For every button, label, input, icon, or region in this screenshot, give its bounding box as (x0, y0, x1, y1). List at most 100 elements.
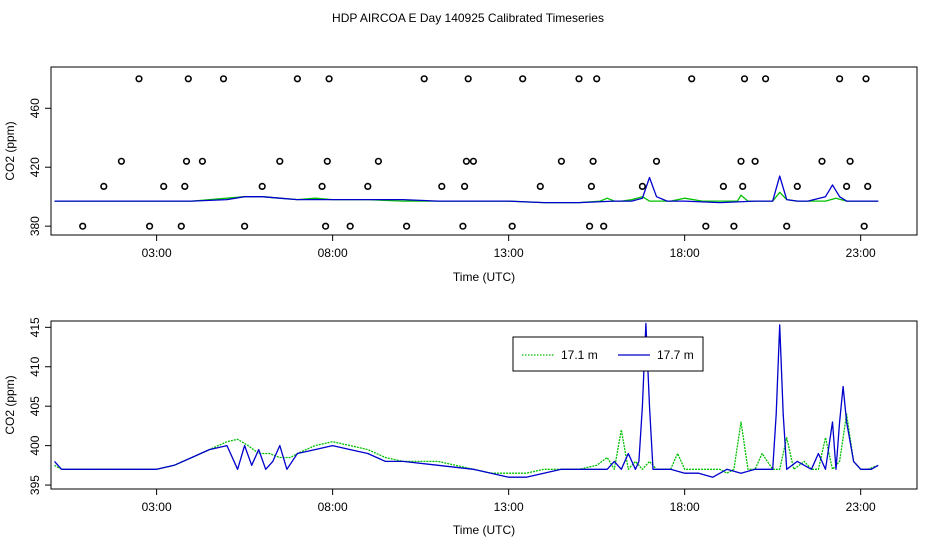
top-marker-point (737, 157, 745, 165)
top-x-tick-label: 23:00 (846, 246, 876, 260)
top-marker-point (258, 182, 266, 190)
top-marker-point (862, 75, 870, 83)
top-marker-point (739, 182, 747, 190)
top-marker-point (536, 182, 544, 190)
top-x-axis-label: Time (UTC) (453, 270, 515, 284)
top-marker-point (587, 182, 596, 190)
bottom-x-tick-label: 23:00 (846, 500, 876, 514)
top-marker-point (761, 75, 770, 83)
chart-title: HDP AIRCOA E Day 140925 Calibrated Times… (332, 11, 604, 25)
top-marker-point (783, 222, 791, 230)
top-marker-point (730, 222, 738, 230)
top-marker-point (403, 222, 411, 230)
top-marker-point (638, 182, 647, 190)
top-y-tick-label: 420 (28, 157, 42, 177)
top-marker-point (160, 182, 168, 190)
legend-box (512, 336, 704, 372)
bottom-x-tick-label: 03:00 (142, 500, 172, 514)
top-panel: 03:00 08:00 13:00 18:00 23:00 380 420 460 Time… (3, 66, 918, 284)
top-marker-point (793, 182, 801, 190)
bottom-y-ticks: 395 400 405 410 415 (28, 317, 51, 495)
bottom-series-line-green (54, 413, 879, 474)
top-marker-point (719, 182, 728, 190)
bottom-plot-frame (50, 320, 918, 490)
top-marker-point (519, 75, 527, 83)
top-x-ticks: 03:00 08:00 13:00 18:00 23:00 (142, 235, 876, 260)
top-marker-point (346, 222, 354, 230)
top-marker-point (593, 75, 601, 83)
bottom-panel: 03:00 08:00 13:00 18:00 23:00 395 400 405 410 41… (3, 317, 918, 537)
bottom-x-tick-label: 13:00 (494, 500, 524, 514)
bottom-x-tick-label: 18:00 (670, 500, 700, 514)
top-markers (79, 75, 872, 230)
top-marker-point (117, 157, 125, 165)
top-marker-point (557, 157, 566, 165)
top-marker-point (322, 222, 330, 230)
top-y-ticks: 380 420 460 (28, 98, 51, 236)
top-marker-point (461, 182, 469, 190)
top-series (54, 175, 879, 204)
top-marker-point (702, 222, 710, 230)
top-series-line-blue (54, 175, 879, 204)
top-marker-point (177, 222, 185, 230)
top-marker-point (464, 75, 472, 83)
bottom-y-tick-label: 410 (28, 356, 42, 376)
legend-label-17-1m: 17.1 m (561, 348, 598, 362)
bottom-series-line-blue (54, 322, 879, 478)
top-x-tick-label: 18:00 (670, 246, 700, 260)
top-marker-point (589, 157, 597, 165)
bottom-y-axis-label: CO2 (ppm) (3, 375, 17, 434)
bottom-y-tick-label: 415 (28, 317, 42, 337)
top-marker-point (420, 75, 428, 83)
top-marker-point (864, 182, 872, 190)
top-marker-point (469, 157, 478, 165)
top-x-tick-label: 03:00 (142, 246, 172, 260)
bottom-series (54, 322, 879, 478)
bottom-y-tick-label: 395 (28, 475, 42, 495)
top-marker-point (364, 182, 372, 190)
top-x-tick-label: 08:00 (318, 246, 348, 260)
top-marker-point (652, 157, 661, 165)
bottom-x-tick-label: 08:00 (318, 500, 348, 514)
top-y-tick-label: 460 (28, 98, 42, 118)
top-marker-point (846, 157, 854, 165)
legend-label-17-7m: 17.7 m (657, 348, 694, 362)
top-marker-point (276, 157, 284, 165)
top-marker-point (508, 222, 516, 230)
top-marker-point (600, 222, 608, 230)
top-marker-point (318, 182, 326, 190)
top-marker-point (740, 75, 749, 83)
top-marker-point (181, 182, 189, 190)
bottom-y-tick-label: 400 (28, 435, 42, 455)
top-marker-point (818, 157, 826, 165)
top-marker-point (100, 182, 108, 190)
top-marker-point (842, 182, 851, 190)
top-marker-point (438, 182, 446, 190)
top-marker-point (293, 75, 302, 83)
top-marker-point (575, 75, 583, 83)
bottom-y-tick-label: 405 (28, 396, 42, 416)
top-marker-point (459, 222, 467, 230)
top-marker-point (860, 222, 868, 230)
top-marker-point (219, 75, 228, 83)
top-marker-point (374, 157, 383, 165)
top-marker-point (146, 222, 154, 230)
legend: 17.1 m 17.7 m (512, 336, 704, 372)
top-marker-point (182, 157, 191, 165)
top-marker-point (751, 157, 759, 165)
top-marker-point (585, 222, 594, 230)
bottom-x-ticks: 03:00 08:00 13:00 18:00 23:00 (142, 489, 876, 514)
top-marker-point (198, 157, 206, 165)
top-marker-point (688, 75, 696, 83)
top-marker-point (184, 75, 192, 83)
top-marker-point (79, 222, 87, 230)
top-marker-point (135, 75, 143, 83)
top-marker-point (462, 157, 471, 165)
bottom-x-axis-label: Time (UTC) (453, 523, 515, 537)
top-marker-point (835, 75, 844, 83)
top-marker-point (323, 157, 331, 165)
top-y-axis-label: CO2 (ppm) (3, 121, 17, 180)
top-marker-point (325, 75, 333, 83)
top-plot-frame (50, 66, 918, 236)
